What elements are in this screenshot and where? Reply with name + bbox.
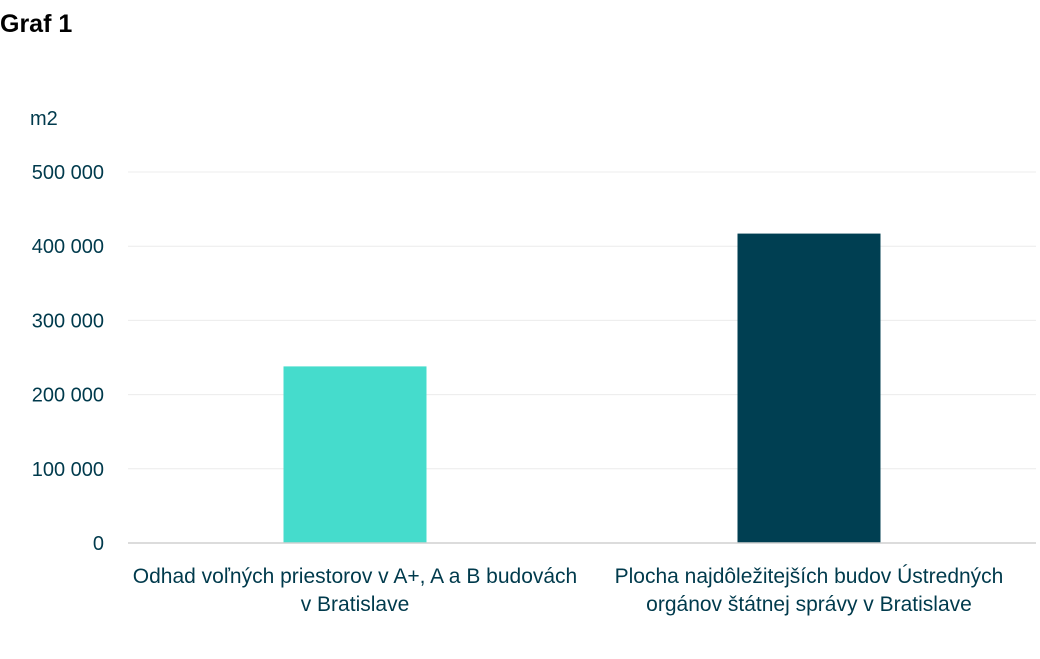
y-tick-label: 100 000 [32,459,104,481]
bar-0 [283,366,427,543]
y-axis-ticks: 0 100 000 200 000 300 000 400 000 500 000 [32,162,104,555]
category-label-1: Plocha najdôležitejších budov Ústredných… [614,565,1004,616]
bar-1 [737,233,881,543]
gridlines [128,171,1036,470]
y-axis-unit-label: m2 [30,108,58,130]
y-tick-label: 500 000 [32,162,104,184]
bars [283,233,881,543]
y-tick-label: 0 [93,533,104,555]
chart-title: Graf 1 [0,10,73,38]
category-label-0: Odhad voľných priestorov v A+, A a B bud… [132,565,578,616]
y-tick-label: 200 000 [32,385,104,407]
y-tick-label: 300 000 [32,310,104,332]
y-tick-label: 400 000 [32,236,104,258]
